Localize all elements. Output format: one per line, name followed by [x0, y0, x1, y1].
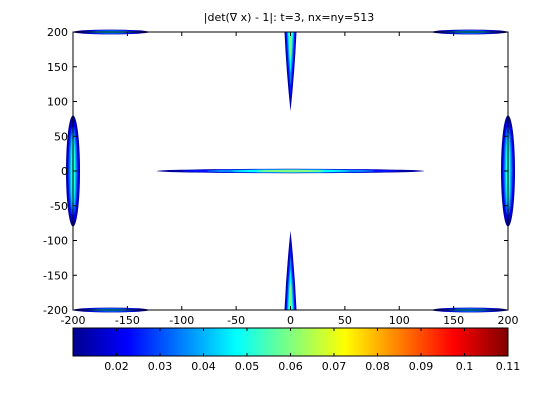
y-tick-label: 200: [47, 26, 68, 39]
colorbar-tick-label: 0.09: [409, 360, 434, 373]
colorbar-tick-label: 0.04: [191, 360, 216, 373]
y-axis: -200 -150 -100 -50 0 50 100 150 200: [43, 26, 508, 317]
contour-spike: [289, 32, 292, 62]
x-tick-label: -50: [227, 314, 245, 327]
x-tick-label: -100: [169, 314, 194, 327]
chart-title: |det(∇ x) - 1|: t=3, nx=ny=513: [204, 11, 375, 24]
contour-band: [257, 169, 324, 173]
heatmap-features: [66, 29, 515, 313]
heatmap-feature-edge-band: [501, 115, 515, 227]
colorbar-axis: 0.02 0.03 0.04 0.05 0.06 0.07 0.08 0.09 0.1 0.11: [104, 328, 520, 373]
colorbar-tick-label: 0.07: [322, 360, 347, 373]
colorbar-tick-label: 0.02: [104, 360, 129, 373]
y-tick-label: -200: [43, 304, 68, 317]
colorbar-tick-label: 0.06: [278, 360, 303, 373]
x-tick-label: 150: [443, 314, 464, 327]
heatmap-feature-horizontal-band: [156, 168, 425, 174]
y-tick-label: -50: [50, 200, 68, 213]
y-tick-label: 0: [61, 165, 68, 178]
y-tick-label: 50: [54, 130, 68, 143]
heatmap-feature-vertical-spike: [284, 230, 297, 310]
colorbar-tick-label: 0.03: [148, 360, 173, 373]
x-tick-label: 0: [287, 314, 294, 327]
heatmap-feature-vertical-spike: [284, 32, 297, 112]
colorbar-tick-label: 0.08: [365, 360, 390, 373]
x-tick-label: -150: [115, 314, 140, 327]
x-axis: -200 -150 -100 -50 0 50 100 150 200: [61, 32, 519, 327]
x-tick-label: 50: [338, 314, 352, 327]
colorbar-tick-label: 0.1: [456, 360, 474, 373]
x-tick-label: 200: [498, 314, 519, 327]
y-tick-label: 150: [47, 61, 68, 74]
contour-spike: [289, 280, 292, 310]
y-tick-label: 100: [47, 96, 68, 109]
x-tick-label: 100: [389, 314, 410, 327]
y-tick-label: -150: [43, 269, 68, 282]
colorbar-tick-label: 0.11: [496, 360, 521, 373]
x-tick-label: -200: [61, 314, 86, 327]
y-tick-label: -100: [43, 235, 68, 248]
colorbar-tick-label: 0.05: [235, 360, 260, 373]
colorbar: [72, 327, 509, 357]
